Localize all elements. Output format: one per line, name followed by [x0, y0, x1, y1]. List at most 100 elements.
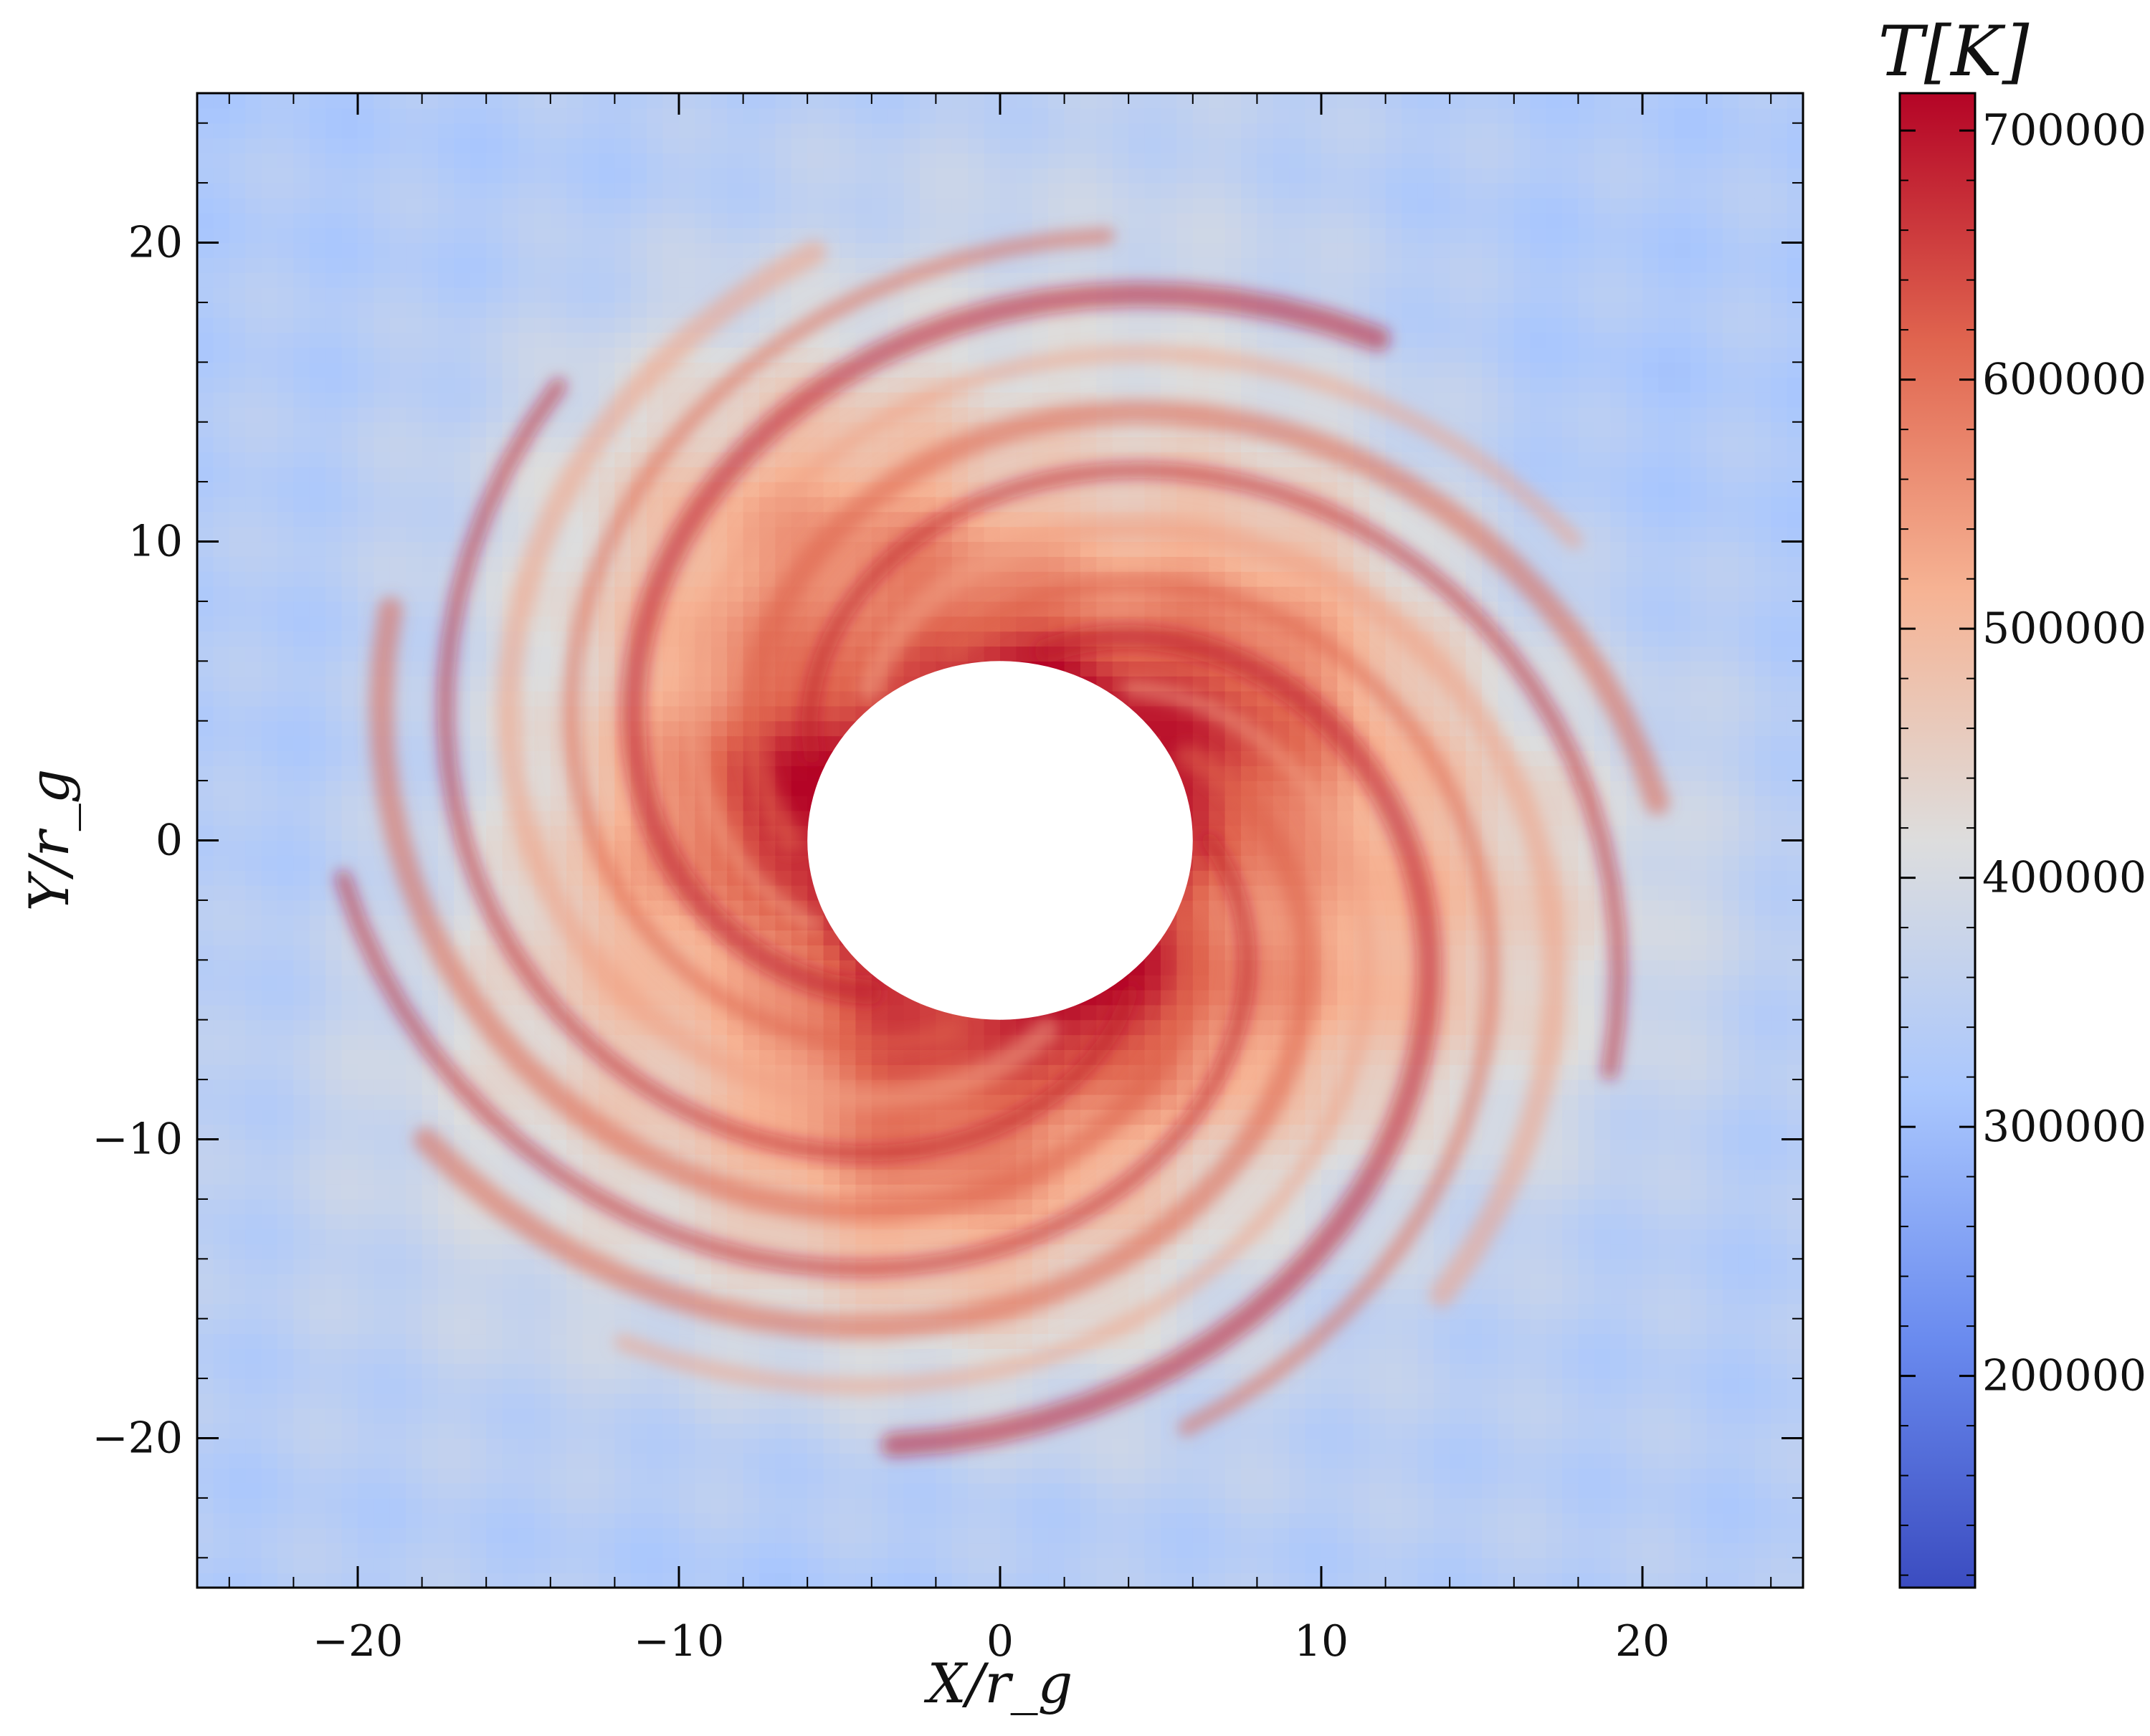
- heatmap-cell: [261, 496, 278, 512]
- heatmap-cell: [695, 1497, 712, 1514]
- heatmap-cell: [710, 257, 728, 273]
- heatmap-cell: [984, 1393, 1001, 1409]
- heatmap-cell: [582, 227, 599, 244]
- heatmap-cell: [1032, 1378, 1049, 1394]
- heatmap-cell: [679, 616, 695, 632]
- heatmap-cell: [566, 332, 584, 348]
- heatmap-cell: [534, 138, 551, 153]
- heatmap-cell: [374, 482, 391, 497]
- heatmap-cell: [325, 541, 343, 557]
- heatmap-cell: [871, 1558, 888, 1573]
- heatmap-cell: [582, 392, 599, 408]
- heatmap-cell: [951, 1154, 969, 1170]
- heatmap-cell: [229, 153, 246, 168]
- heatmap-cell: [518, 1423, 535, 1439]
- heatmap-cell: [213, 1393, 230, 1409]
- heatmap-cell: [710, 1438, 728, 1454]
- heatmap-cell: [454, 1139, 471, 1155]
- heatmap-cell: [775, 1573, 792, 1588]
- heatmap-cell: [791, 212, 808, 229]
- heatmap-cell: [791, 1064, 808, 1080]
- heatmap-cell: [662, 1184, 680, 1200]
- heatmap-cell: [695, 437, 712, 452]
- heatmap-cell: [309, 885, 326, 901]
- heatmap-cell: [791, 1154, 808, 1170]
- heatmap-cell: [743, 1512, 760, 1529]
- heatmap-cell: [438, 212, 455, 229]
- heatmap-cell: [920, 93, 936, 109]
- heatmap-cell: [791, 1453, 808, 1469]
- heatmap-cell: [261, 930, 278, 946]
- heatmap-cell: [727, 1154, 744, 1170]
- heatmap-cell: [566, 990, 584, 1006]
- heatmap-cell: [968, 1154, 985, 1170]
- heatmap-cell: [374, 108, 391, 124]
- heatmap-cell: [550, 153, 567, 168]
- heatmap-cell: [582, 272, 599, 288]
- heatmap-cell: [245, 586, 262, 602]
- heatmap-cell: [727, 197, 744, 214]
- heatmap-cell: [389, 1289, 406, 1305]
- heatmap-cell: [245, 242, 262, 258]
- heatmap-cell: [743, 467, 760, 482]
- heatmap-cell: [679, 840, 695, 856]
- heatmap-cell: [695, 1154, 712, 1170]
- heatmap-cell: [662, 1497, 680, 1514]
- heatmap-cell: [679, 930, 695, 946]
- heatmap-cell: [534, 467, 551, 482]
- heatmap-cell: [888, 1393, 905, 1409]
- heatmap-cell: [293, 392, 310, 408]
- heatmap-cell: [566, 347, 584, 363]
- heatmap-cell: [197, 1363, 214, 1379]
- heatmap-cell: [245, 1378, 262, 1394]
- heatmap-cell: [823, 183, 840, 199]
- heatmap-cell: [470, 915, 487, 931]
- heatmap-cell: [791, 1109, 808, 1125]
- heatmap-cell: [759, 1527, 776, 1544]
- heatmap-cell: [486, 212, 503, 229]
- heatmap-cell: [518, 1558, 535, 1573]
- heatmap-cell: [261, 138, 278, 153]
- heatmap-cell: [775, 1213, 792, 1230]
- heatmap-cell: [679, 257, 695, 273]
- heatmap-cell: [614, 437, 632, 452]
- heatmap-cell: [775, 93, 792, 109]
- heatmap-cell: [454, 272, 471, 288]
- heatmap-cell: [855, 168, 872, 183]
- heatmap-cell: [229, 1378, 246, 1394]
- heatmap-cell: [647, 482, 664, 497]
- heatmap-cell: [406, 616, 423, 632]
- heatmap-cell: [277, 1049, 294, 1065]
- heatmap-cell: [309, 810, 326, 826]
- heatmap-cell: [389, 1169, 406, 1185]
- heatmap-cell: [454, 676, 471, 692]
- heatmap-cell: [213, 1079, 230, 1095]
- heatmap-cell: [614, 138, 632, 153]
- heatmap-cell: [470, 1573, 487, 1588]
- heatmap-cell: [888, 511, 905, 528]
- heatmap-cell: [1000, 392, 1017, 408]
- heatmap-cell: [422, 526, 439, 543]
- heatmap-cell: [839, 1542, 856, 1558]
- heatmap-cell: [422, 601, 439, 617]
- heatmap-cell: [647, 242, 664, 258]
- heatmap-cell: [710, 1512, 728, 1529]
- heatmap-cell: [968, 272, 985, 288]
- heatmap-cell: [823, 1019, 840, 1036]
- heatmap-cell: [903, 496, 921, 512]
- heatmap-cell: [759, 1438, 776, 1454]
- heatmap-cell: [679, 1079, 695, 1095]
- heatmap-cell: [807, 1274, 824, 1289]
- heatmap-cell: [277, 960, 294, 976]
- heatmap-cell: [582, 183, 599, 199]
- heatmap-cell: [936, 482, 953, 497]
- heatmap-cell: [807, 496, 824, 512]
- heatmap-cell: [293, 437, 310, 452]
- heatmap-cell: [871, 138, 888, 153]
- heatmap-cell: [839, 631, 856, 647]
- heatmap-cell: [197, 123, 214, 139]
- heatmap-cell: [920, 362, 936, 378]
- heatmap-cell: [486, 556, 503, 572]
- heatmap-cell: [261, 1497, 278, 1514]
- heatmap-cell: [903, 1497, 921, 1514]
